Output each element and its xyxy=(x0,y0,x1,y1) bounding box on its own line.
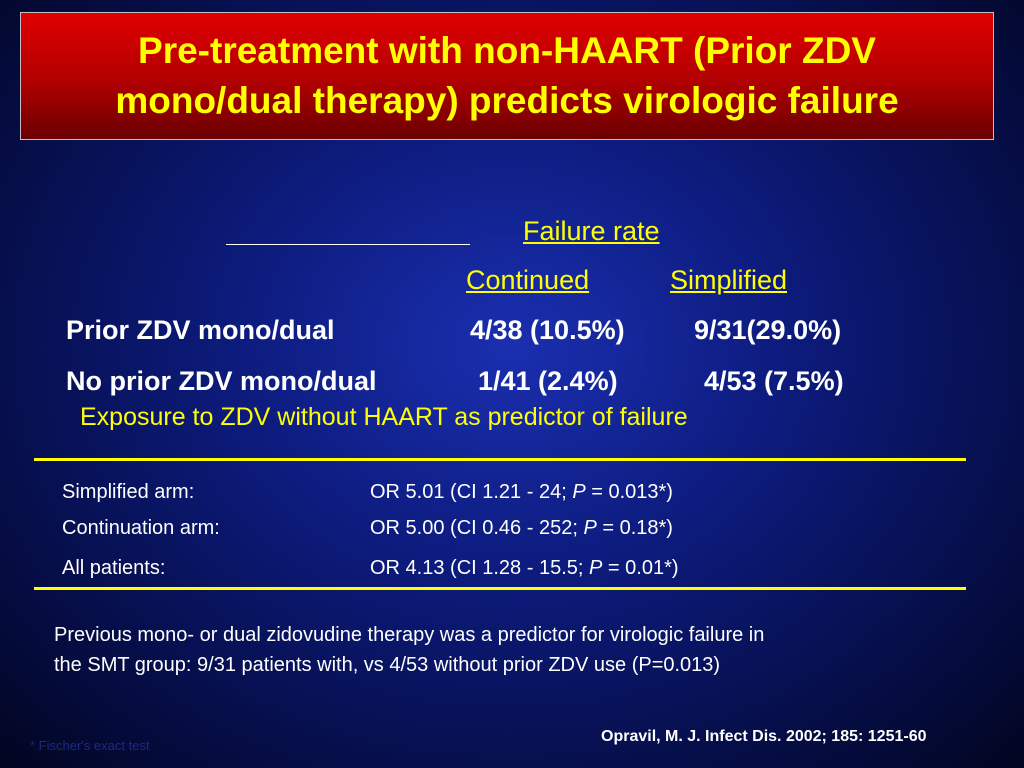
odds-label: Simplified arm: xyxy=(62,481,195,503)
title-box: Pre-treatment with non-HAART (Prior ZDV … xyxy=(20,12,994,140)
odds-label: Continuation arm: xyxy=(62,517,220,539)
summary-line: the SMT group: 9/31 patients with, vs 4/… xyxy=(54,654,721,676)
summary: Previous mono- or dual zidovudine therap… xyxy=(54,620,764,680)
odds-p: P xyxy=(589,557,603,579)
odds-value: OR 5.00 (CI 0.46 - 252; P = 0.18*) xyxy=(370,517,673,540)
odds-p: P xyxy=(572,481,586,503)
odds-text: OR 5.00 (CI 0.46 - 252; xyxy=(370,517,578,539)
cell: 9/31(29.0%) xyxy=(694,315,842,345)
rule xyxy=(226,244,470,245)
odds-value: OR 5.01 (CI 1.21 - 24; P = 0.013*) xyxy=(370,481,673,504)
odds-value: OR 4.13 (CI 1.28 - 15.5; P = 0.01*) xyxy=(370,557,679,580)
odds-text: OR 5.01 (CI 1.21 - 24; xyxy=(370,481,567,503)
odds-text: = 0.013*) xyxy=(591,481,673,503)
summary-line: Previous mono- or dual zidovudine therap… xyxy=(54,624,765,646)
column-header: Continued xyxy=(466,265,590,295)
row-label: No prior ZDV mono/dual xyxy=(66,366,377,396)
odds-text: OR 4.13 (CI 1.28 - 15.5; xyxy=(370,557,584,579)
title-line: mono/dual therapy) predicts virologic fa… xyxy=(115,80,899,121)
odds-label: All patients: xyxy=(62,557,166,579)
footnote: * Fischer's exact test xyxy=(30,738,150,753)
odds-text: = 0.01*) xyxy=(607,557,679,579)
odds-heading: Exposure to ZDV without HAART as predict… xyxy=(80,403,688,431)
rule xyxy=(34,587,966,590)
odds-text: = 0.18*) xyxy=(602,517,673,539)
citation: Opravil, M. J. Infect Dis. 2002; 185: 12… xyxy=(601,728,927,745)
cell: 1/41 (2.4%) xyxy=(478,366,618,396)
title-line: Pre-treatment with non-HAART (Prior ZDV xyxy=(138,30,876,71)
row-label: Prior ZDV mono/dual xyxy=(66,315,335,345)
cell: 4/53 (7.5%) xyxy=(704,366,844,396)
odds-p: P xyxy=(583,517,597,539)
column-header: Simplified xyxy=(670,265,788,295)
cell: 4/38 (10.5%) xyxy=(470,315,625,345)
group-header: Failure rate xyxy=(523,216,660,246)
rule xyxy=(34,458,966,461)
